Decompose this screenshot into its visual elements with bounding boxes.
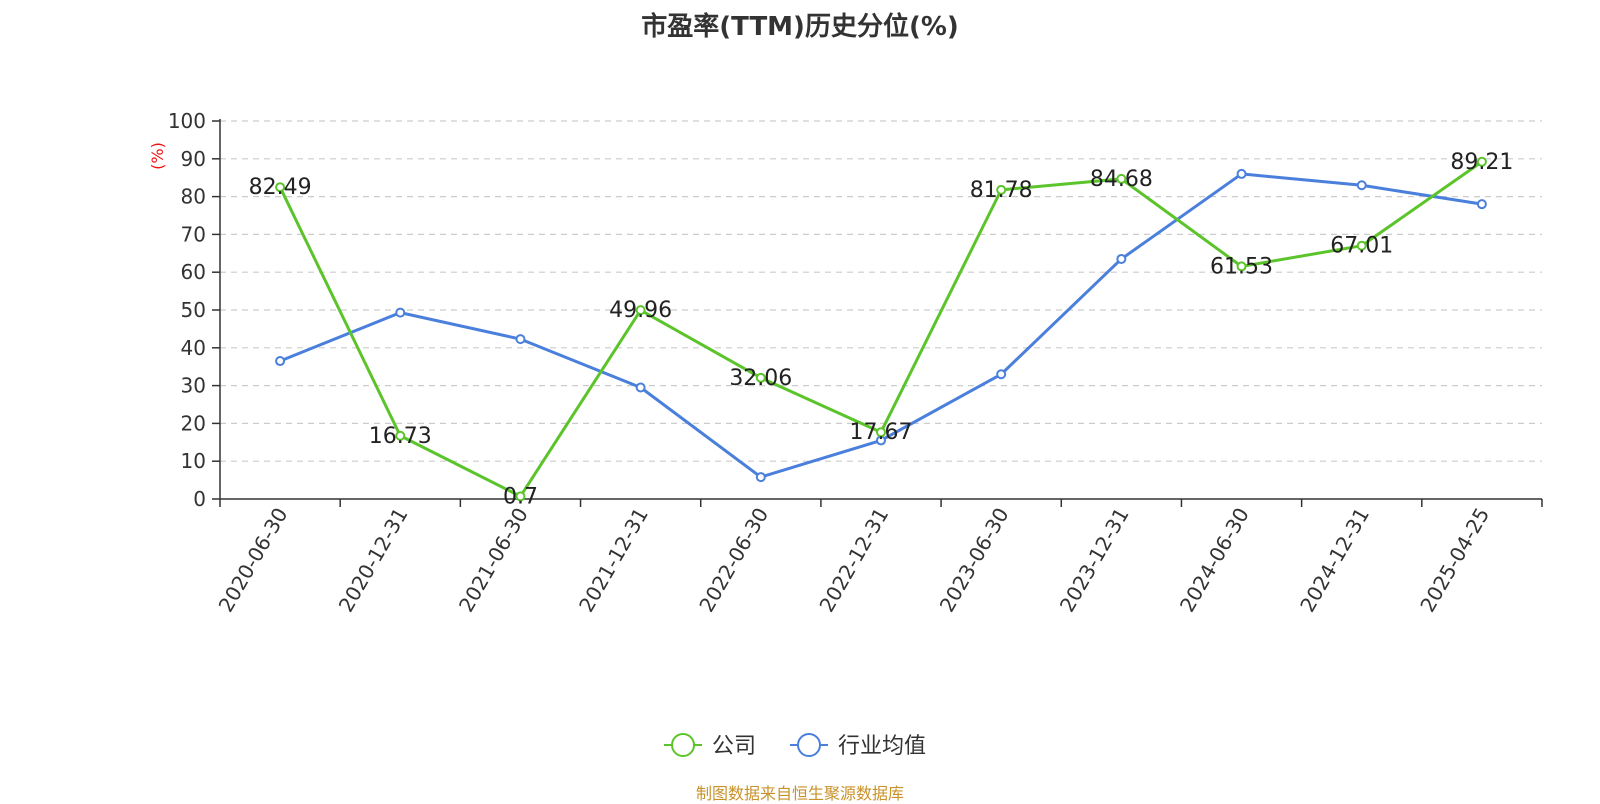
x-tick-label: 2022-06-30 <box>694 504 773 617</box>
data-point <box>635 382 646 393</box>
y-tick-label: 70 <box>181 222 206 246</box>
x-tick-label: 2020-12-31 <box>334 504 413 617</box>
data-label: 32.06 <box>729 366 792 391</box>
data-label: 84.68 <box>1090 167 1153 192</box>
data-label: 0.7 <box>503 484 538 509</box>
y-tick-label: 80 <box>181 185 206 209</box>
x-tick-label: 2023-06-30 <box>935 504 1014 617</box>
y-tick-label: 30 <box>181 374 206 398</box>
series <box>275 156 1487 502</box>
data-point <box>876 427 886 438</box>
data-point <box>755 372 766 383</box>
x-tick-label: 2023-12-31 <box>1055 504 1134 617</box>
data-label: 49.96 <box>609 298 672 323</box>
y-tick-label: 10 <box>181 449 206 473</box>
legend[interactable]: 公司 行业均值 <box>664 733 926 759</box>
data-label: 81.78 <box>970 178 1033 203</box>
legend-item[interactable]: 行业均值 <box>790 733 926 759</box>
y-tick-label: 100 <box>168 109 206 133</box>
data-point <box>1476 199 1487 210</box>
x-tick-label: 2024-12-31 <box>1295 504 1374 617</box>
data-label: 16.73 <box>369 424 432 449</box>
data-label: 82.49 <box>249 175 312 200</box>
x-tick-label: 2021-06-30 <box>454 504 533 617</box>
legend-marker <box>671 733 695 757</box>
data-point <box>755 472 766 483</box>
data-point <box>515 334 526 345</box>
x-tick-label: 2021-12-31 <box>574 504 653 617</box>
y-tick-label: 50 <box>181 298 206 322</box>
data-point <box>1116 173 1127 184</box>
y-tick-label: 0 <box>193 487 206 511</box>
x-tick-label: 2022-12-31 <box>814 504 893 617</box>
legend-item[interactable]: 公司 <box>664 733 756 759</box>
data-label: 89.21 <box>1450 150 1513 175</box>
source-note: 制图数据来自恒生聚源数据库 <box>695 784 904 803</box>
series-line <box>278 160 1483 498</box>
x-tick-label: 2024-06-30 <box>1175 504 1254 617</box>
data-point <box>996 184 1007 195</box>
y-tick-label: 20 <box>181 411 206 435</box>
y-tick-label: 90 <box>181 147 206 171</box>
data-point <box>1236 261 1247 272</box>
axes: 0 10 20 30 40 50 60 70 80 90 100(%) 2020-06-30 2020-… <box>148 109 1543 617</box>
data-label: 61.53 <box>1210 254 1273 279</box>
data-point <box>635 305 646 316</box>
gridlines <box>220 120 1542 462</box>
data-label: 67.01 <box>1330 234 1393 259</box>
data-point <box>1236 168 1247 179</box>
legend-marker <box>797 733 821 757</box>
line-chart: 0 10 20 30 40 50 60 70 80 90 100(%) 2020-06-30 2020-… <box>148 109 1543 759</box>
data-point <box>1116 253 1127 264</box>
data-labels: 82.49 16.73 0.7 49.96 32.06 17.67 81.78 84.68 61… <box>249 150 1514 510</box>
data-point <box>275 356 286 367</box>
x-tick-label: 2020-06-30 <box>214 504 293 617</box>
y-tick-label: 40 <box>181 336 206 360</box>
data-point <box>1356 180 1367 191</box>
chart-title: 市盈率(TTM)历史分位(%) <box>641 12 959 42</box>
data-point <box>395 430 406 441</box>
data-point <box>275 182 286 193</box>
y-tick-label: 60 <box>181 260 206 284</box>
data-point <box>515 491 526 502</box>
data-point <box>395 307 406 318</box>
data-point <box>1476 156 1487 167</box>
data-point <box>996 369 1007 380</box>
legend-label: 行业均值 <box>838 734 926 759</box>
x-tick-label: 2025-04-25 <box>1415 504 1494 617</box>
data-label: 17.67 <box>850 420 913 445</box>
legend-label: 公司 <box>712 734 756 759</box>
data-point <box>1356 240 1367 251</box>
y-axis-label: (%) <box>148 142 167 170</box>
